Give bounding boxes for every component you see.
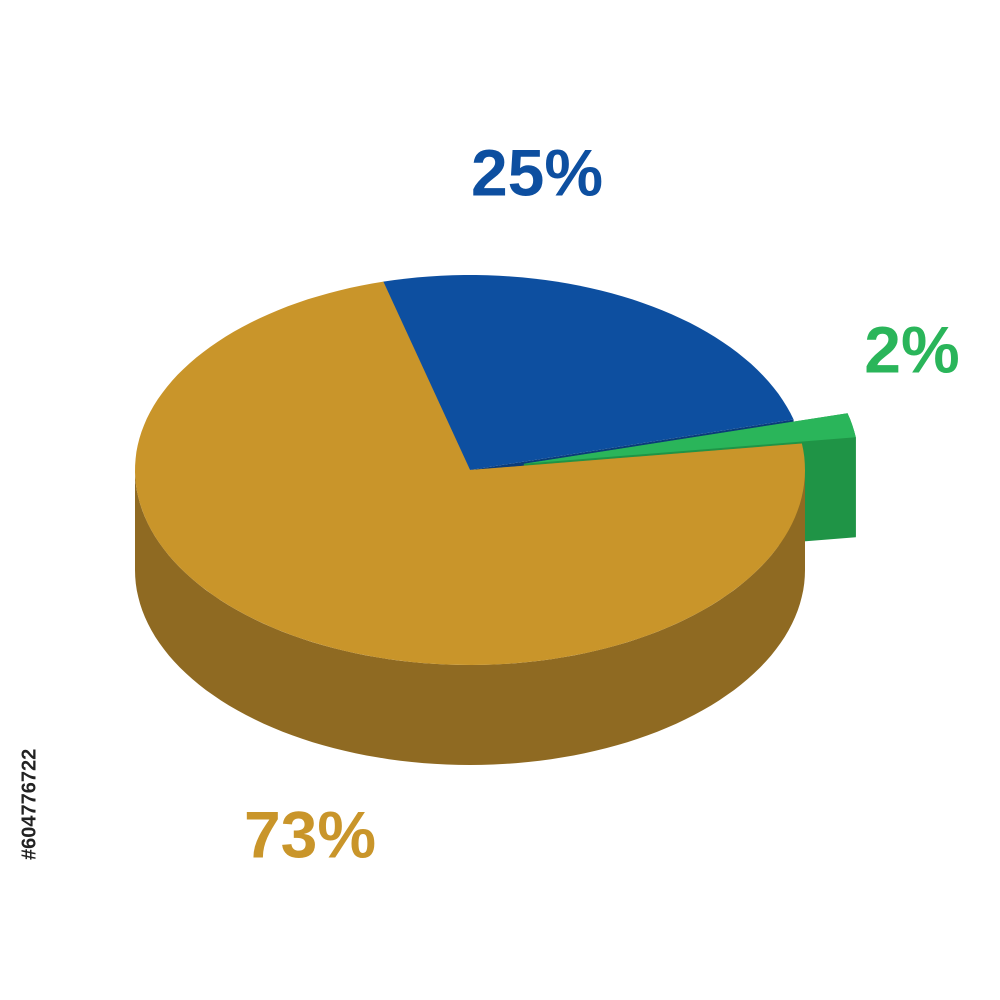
slice bbox=[383, 275, 794, 470]
slice bbox=[135, 281, 805, 665]
slice-side bbox=[847, 413, 856, 538]
stock-id: #604776722 bbox=[18, 749, 40, 860]
slice-side bbox=[135, 470, 805, 765]
value-label: 73% bbox=[244, 797, 376, 871]
slice bbox=[523, 413, 856, 464]
value-label: 2% bbox=[864, 312, 959, 386]
value-label: 25% bbox=[471, 135, 603, 209]
